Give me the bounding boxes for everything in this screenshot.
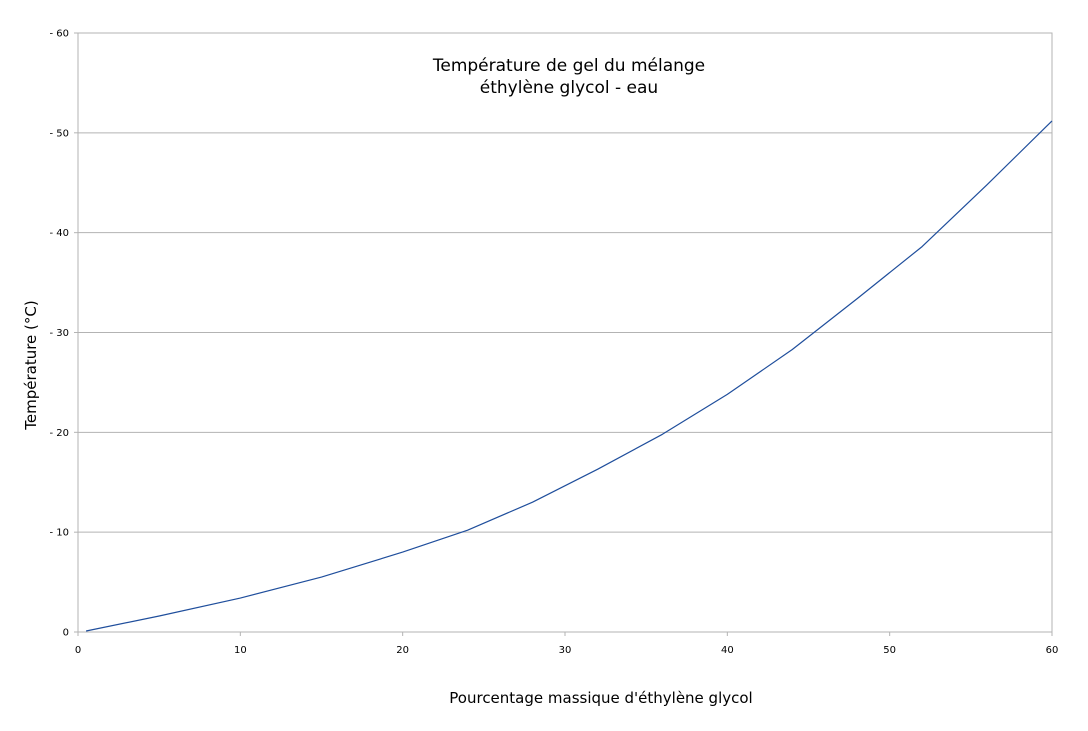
x-tick-label: 0 [75, 645, 81, 656]
x-tick-label: 30 [559, 645, 572, 656]
y-tick-label: - 60 [49, 29, 69, 40]
y-tick-label: - 10 [49, 528, 69, 539]
series-layer [85, 120, 1053, 632]
y-tick-label: - 20 [49, 428, 69, 439]
y-tick-label: - 40 [49, 228, 69, 239]
y-axis-title: Température (°C) [22, 300, 40, 430]
y-tick-label: 0 [63, 628, 69, 639]
x-tick-label: 20 [396, 645, 409, 656]
chart-subtitle: éthylène glycol - eau [480, 78, 658, 98]
x-tick-label: 10 [234, 645, 247, 656]
x-tick-label: 50 [883, 645, 896, 656]
x-tick-label: 40 [721, 645, 734, 656]
grid-layer [78, 32, 1052, 633]
chart-title: Température de gel du mélange [432, 56, 705, 76]
x-tick-label: 60 [1046, 645, 1059, 656]
series-line [85, 120, 1053, 632]
axis-layer: 0 - 10 - 20 - 30 - 40 - 50 - 60 0 10 20 30 40 50 60 [49, 29, 1058, 657]
y-tick-label: - 50 [49, 128, 69, 139]
y-tick-label: - 30 [49, 328, 69, 339]
x-axis-title: Pourcentage massique d'éthylène glycol [449, 689, 752, 707]
